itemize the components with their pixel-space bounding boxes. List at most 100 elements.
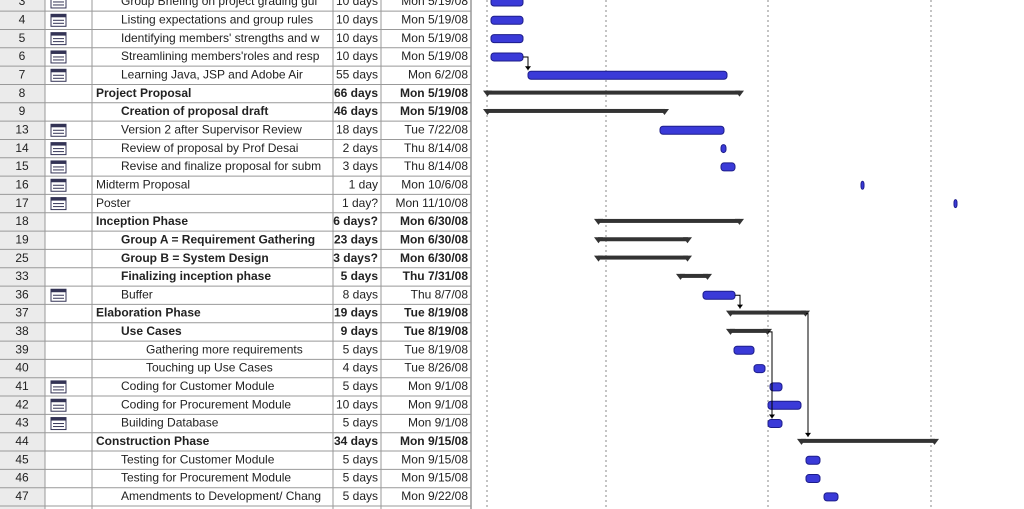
task-id: 18: [15, 214, 29, 228]
task-bar: [767, 419, 783, 429]
task-duration: 18 days: [336, 122, 378, 136]
note-icon: [50, 288, 67, 302]
task-duration: 34 days: [334, 434, 378, 448]
summary-bar: [730, 310, 806, 315]
task-start: Tue 8/26/08: [404, 361, 468, 375]
task-id: 13: [15, 122, 29, 136]
summary-end: [930, 438, 939, 445]
summary-end: [676, 273, 685, 280]
task-id: 4: [19, 12, 26, 26]
task-start: Mon 6/2/08: [408, 67, 468, 81]
task-bar: [490, 0, 524, 7]
task-bar: [490, 15, 524, 25]
task-bar: [733, 345, 755, 355]
summary-end: [726, 310, 735, 317]
task-name: Streamlining members'roles and resp: [121, 49, 320, 63]
task-duration: 10 days: [336, 12, 378, 26]
summary-bar: [801, 438, 935, 443]
task-duration: 23 days: [334, 232, 378, 246]
task-bar: [527, 70, 728, 80]
summary-end: [594, 255, 603, 262]
task-duration: 66 days: [334, 86, 378, 100]
note-icon: [50, 380, 67, 394]
task-start: Thu 8/14/08: [404, 159, 468, 173]
task-start: Tue 7/22/08: [404, 122, 468, 136]
task-start: Mon 5/19/08: [401, 31, 468, 45]
task-start: Mon 9/1/08: [408, 397, 468, 411]
summary-end: [726, 328, 735, 335]
summary-end: [735, 90, 744, 97]
task-duration: 5 days: [343, 416, 378, 430]
task-bar: [490, 52, 524, 62]
task-duration: 1 day?: [342, 196, 378, 210]
task-name: Project Proposal: [96, 86, 191, 100]
summary-end: [801, 310, 810, 317]
arrow-head: [805, 432, 811, 437]
task-id: 37: [15, 306, 29, 320]
icon-header: [51, 417, 66, 421]
note-icon: [50, 197, 67, 211]
note-icon: [50, 13, 67, 27]
task-name: Review of proposal by Prof Desai: [121, 141, 298, 155]
task-bar: [702, 290, 736, 300]
task-id: 6: [19, 49, 26, 63]
task-id: 45: [15, 452, 29, 466]
task-id: 17: [15, 196, 29, 210]
task-name: Revise and finalize proposal for subm: [121, 159, 321, 173]
task-duration: 10 days: [336, 0, 378, 8]
note-icon: [50, 398, 67, 412]
task-duration: 10 days: [336, 397, 378, 411]
icon-header: [51, 14, 66, 18]
task-id: 47: [15, 489, 29, 503]
icon-header: [51, 289, 66, 293]
task-id: 25: [15, 251, 29, 265]
task-id: 43: [15, 416, 29, 430]
task-bar: [769, 382, 783, 392]
task-duration: 5 days: [343, 342, 378, 356]
note-icon: [50, 50, 67, 64]
icon-header: [51, 142, 66, 146]
task-name: Construction Phase: [96, 434, 210, 448]
note-icon: [50, 142, 67, 156]
task-id: 14: [15, 141, 29, 155]
task-duration: 9 days: [341, 324, 379, 338]
icon-header: [51, 197, 66, 201]
task-name: Inception Phase: [96, 214, 188, 228]
task-start: Mon 11/10/08: [396, 196, 469, 210]
task-start: Tue 8/19/08: [404, 306, 468, 320]
note-icon: [50, 32, 67, 46]
icon-header: [51, 124, 66, 128]
task-start: Mon 6/30/08: [400, 251, 468, 265]
task-duration: 8 days: [343, 287, 378, 301]
task-start: Thu 7/31/08: [403, 269, 469, 283]
task-start: Mon 9/1/08: [408, 416, 468, 430]
task-duration: 19 days: [334, 306, 378, 320]
task-start: Mon 10/6/08: [401, 177, 468, 191]
task-duration: 10 days: [336, 49, 378, 63]
task-start: Mon 9/15/08: [401, 452, 468, 466]
task-start: Mon 5/19/08: [400, 104, 468, 118]
arrow-head: [737, 304, 743, 309]
task-duration: 5 days: [343, 379, 378, 393]
task-duration: 5 days: [343, 471, 378, 485]
icon-header: [51, 50, 66, 54]
task-duration: 10 days: [336, 31, 378, 45]
task-duration: 5 days: [341, 269, 379, 283]
task-id: 16: [15, 177, 29, 191]
summary-end: [594, 218, 603, 225]
task-id: 44: [15, 434, 29, 448]
task-start: Thu 8/7/08: [411, 287, 469, 301]
task-duration: 2 days: [343, 141, 378, 155]
task-bar: [753, 364, 766, 374]
task-name: Identifying members' strengths and w: [121, 31, 320, 45]
summary-end: [703, 273, 712, 280]
task-duration: 6 days?: [333, 214, 378, 228]
task-bar: [805, 474, 821, 484]
task-name: Testing for Customer Module: [121, 452, 275, 466]
summary-bar: [487, 90, 740, 95]
task-start: Mon 5/19/08: [401, 12, 468, 26]
task-duration: 46 days: [334, 104, 378, 118]
note-icon: [50, 123, 67, 137]
summary-end: [594, 237, 603, 244]
task-start: Thu 8/14/08: [404, 141, 468, 155]
